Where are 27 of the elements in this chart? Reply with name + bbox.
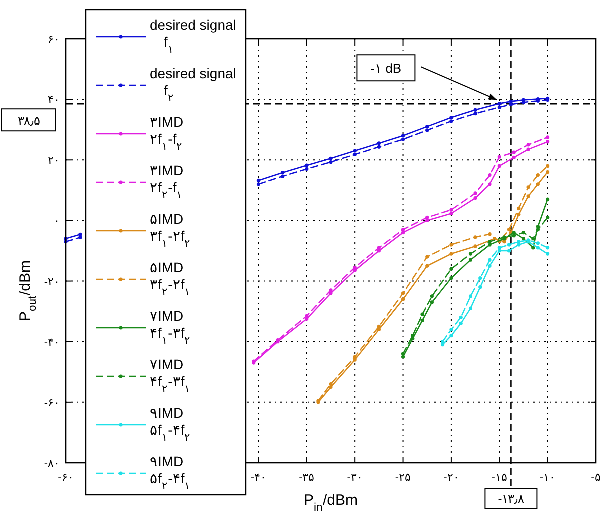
x-axis-title: P$_{in}$/dBm	[304, 492, 358, 514]
y-tick-label: ۶۰	[48, 34, 60, 46]
legend-label: ۷IMD ۴f$_{۲}$-۳f$_{۱}$	[150, 356, 191, 396]
legend-label: ۵IMD ۳f$_{۱}$-۲f$_{۲}$	[150, 211, 191, 250]
x-tick-label: -۱۰	[540, 472, 556, 484]
annotation: -۱ dB	[370, 61, 402, 76]
y-tick-label: ۴۰	[48, 94, 60, 107]
y-tick-label: -۶۰	[44, 397, 60, 410]
legend-label: ۷IMD ۴f$_{۱}$-۳f$_{۲}$	[150, 308, 191, 347]
y-tick-label: -۴۰	[44, 336, 60, 349]
ref-line-label: ۳۸٫۵	[18, 114, 40, 128]
x-tick-label: -۲۰	[444, 472, 460, 484]
ref-line-label: -۱۳٫۸	[498, 492, 526, 506]
x-tick-label: -۶۰	[58, 472, 74, 484]
x-tick-label: -۱۵	[492, 472, 508, 484]
y-tick-label: -۸۰	[44, 458, 60, 470]
x-tick-label: -۵	[591, 472, 601, 484]
x-tick-label: -۴۰	[250, 472, 267, 484]
y-tick-label: -۲۰	[44, 276, 60, 288]
x-tick-label: -۲۵	[395, 472, 412, 484]
legend-label: ۹IMD ۵f$_{۲}$-۴f$_{۱}$	[150, 454, 191, 492]
x-tick-label: -۳۰	[347, 472, 363, 484]
legend-label: ۹IMD ۵f$_{۱}$-۴f$_{۲}$	[150, 405, 191, 444]
y-tick-label: ۰	[54, 216, 60, 228]
legend-label: ۵IMD ۳f$_{۲}$-۲f$_{۱}$	[150, 260, 191, 298]
y-tick-label: ۲۰	[48, 155, 60, 168]
x-tick-label: -۳۵	[299, 472, 315, 484]
